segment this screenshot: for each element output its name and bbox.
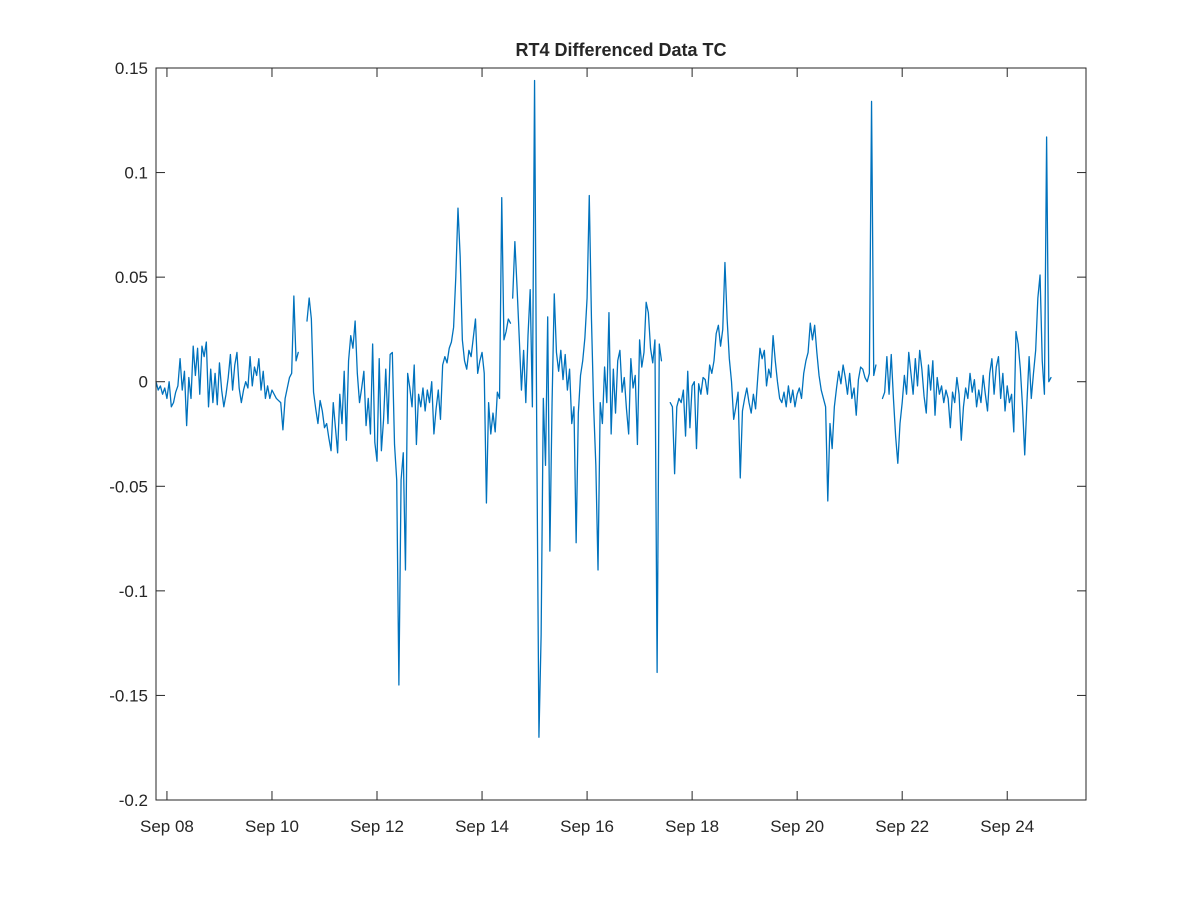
series-line-segment xyxy=(155,295,299,431)
series-line-segment xyxy=(669,100,877,502)
series-line-segment xyxy=(306,197,512,686)
x-tick-label: Sep 12 xyxy=(350,817,404,836)
x-tick-label: Sep 10 xyxy=(245,817,299,836)
y-tick-label: -0.1 xyxy=(119,582,148,601)
series-line-segment xyxy=(881,136,1052,464)
plot-frame xyxy=(155,67,1087,801)
y-tick-label: -0.2 xyxy=(119,791,148,810)
chart-title: RT4 Differenced Data TC xyxy=(515,40,726,60)
y-tick-label: 0.15 xyxy=(115,59,148,78)
y-tick-label: 0 xyxy=(139,373,148,392)
y-tick-label: 0.1 xyxy=(124,164,148,183)
x-tick-label: Sep 08 xyxy=(140,817,194,836)
x-tick-label: Sep 22 xyxy=(875,817,929,836)
x-tick-label: Sep 18 xyxy=(665,817,719,836)
y-tick-label: 0.05 xyxy=(115,268,148,287)
x-tick-label: Sep 14 xyxy=(455,817,509,836)
x-tick-label: Sep 20 xyxy=(770,817,824,836)
series-layer xyxy=(155,79,1052,738)
x-tick-label: Sep 16 xyxy=(560,817,614,836)
y-tick-label: -0.15 xyxy=(109,686,148,705)
x-tick-label: Sep 24 xyxy=(980,817,1034,836)
axes-layer: Sep 08 Sep 10 Sep 12 Sep 14 Sep 16 Sep 18 Sep … xyxy=(109,59,1086,836)
y-tick-label: -0.05 xyxy=(109,477,148,496)
series-line-segment xyxy=(512,79,663,738)
plot-area xyxy=(156,68,1086,800)
